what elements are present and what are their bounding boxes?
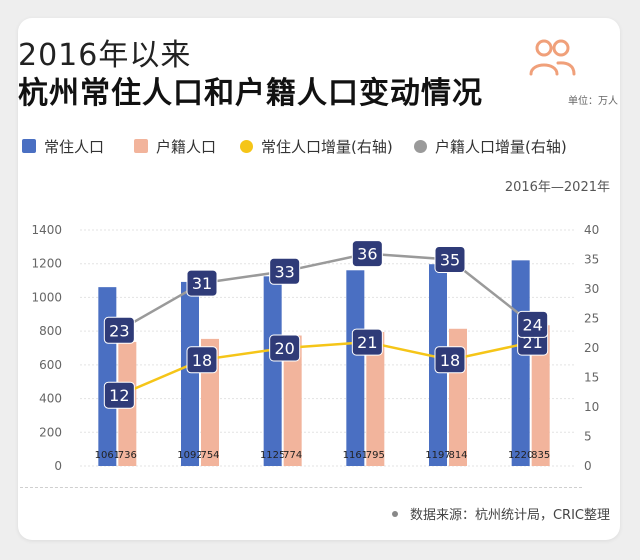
bar-value-label: 795: [366, 450, 385, 461]
legend-item-registered: 户籍人口: [134, 136, 216, 156]
bar-value-label: 835: [531, 450, 550, 461]
legend-item-registered-increment: 户籍人口增量(右轴): [414, 136, 567, 156]
line-point-marker: [186, 269, 218, 297]
line-data-label: 33: [274, 262, 294, 281]
bar-value-label: 1125: [260, 450, 285, 461]
bar-value-label: 1092: [177, 450, 202, 461]
line-data-label: 21: [357, 333, 377, 352]
bar-registered: [366, 331, 385, 466]
right-axis-tick-label: 40: [584, 223, 599, 237]
bar-resident: [181, 281, 199, 466]
line-data-label: 18: [192, 351, 212, 370]
legend-swatch-resident: [22, 139, 36, 153]
page-title: 杭州常住人口和户籍人口变动情况: [18, 76, 483, 111]
bar-value-label: 754: [200, 450, 219, 461]
right-axis-tick-label: 30: [584, 282, 599, 296]
date-range-note: 2016年—2021年: [504, 180, 610, 195]
line-point-marker: [269, 334, 301, 362]
right-axis-tick-label: 20: [584, 341, 599, 355]
left-axis-tick-label: 200: [39, 425, 62, 439]
line-data-label: 36: [357, 245, 377, 264]
right-axis-tick-label: 5: [584, 430, 592, 444]
legend-label: 常住人口: [44, 137, 105, 156]
line-point-marker: [269, 257, 301, 285]
source-text: 数据来源：杭州统计局，CRIC整理: [409, 508, 610, 523]
legend-label: 户籍人口: [156, 137, 217, 156]
bar-value-label: 736: [118, 450, 137, 461]
unit-label: 单位：万人: [568, 96, 618, 107]
left-axis-tick-label: 400: [39, 392, 62, 406]
line-data-label: 31: [192, 274, 212, 293]
line-point-marker: [434, 246, 466, 273]
bar-value-label: 1061: [95, 450, 120, 461]
divider: [20, 487, 582, 488]
right-axis-tick-label: 25: [584, 312, 599, 326]
bar-value-label: 1197: [425, 450, 450, 461]
legend-dot-registered-increment: [414, 139, 427, 153]
line-data-label: 20: [274, 339, 294, 358]
legend-label: 常住人口增量(右轴): [261, 137, 393, 156]
line-data-label: 23: [109, 321, 129, 340]
line-data-label: 18: [440, 351, 460, 370]
bar-registered: [531, 325, 550, 466]
line-data-label: 35: [440, 251, 460, 270]
title-line1: 2016年以来: [18, 38, 192, 73]
people-icon: [529, 39, 576, 76]
left-axis-tick-label: 1400: [31, 223, 62, 237]
bar-resident: [511, 260, 530, 466]
bar-value-label: 1161: [343, 450, 368, 461]
bar-value-label: 814: [448, 450, 467, 461]
line-point-marker: [517, 310, 549, 338]
line-point-marker: [103, 316, 135, 344]
left-axis-tick-label: 800: [39, 324, 62, 338]
line-point-marker: [186, 346, 218, 374]
right-axis-tick-label: 35: [584, 253, 599, 267]
line-data-label: 12: [109, 386, 129, 405]
line-point-marker: [434, 346, 466, 374]
left-axis-tick-label: 1200: [31, 257, 62, 271]
line-point-marker: [351, 240, 383, 268]
bar-registered: [283, 335, 302, 466]
bar-resident: [98, 287, 117, 466]
line-data-label: 24: [522, 315, 542, 334]
bar-value-label: 1220: [508, 450, 533, 461]
legend-item-resident-increment: 常住人口增量(右轴): [240, 136, 393, 156]
bar-resident: [346, 270, 365, 466]
line-point-marker: [351, 328, 383, 356]
right-axis-tick-label: 15: [584, 371, 599, 385]
legend-label: 户籍人口增量(右轴): [435, 137, 567, 156]
legend-item-resident: 常住人口: [22, 136, 104, 156]
left-axis-tick-label: 600: [39, 358, 62, 372]
legend-dot-resident-increment: [240, 139, 253, 153]
bullet-icon: [391, 510, 398, 517]
bar-value-label: 774: [283, 450, 302, 461]
bar-resident: [263, 276, 282, 466]
right-axis-tick-label: 0: [584, 459, 592, 473]
line-point-marker: [103, 381, 135, 409]
left-axis-tick-label: 1000: [31, 290, 62, 304]
right-axis-tick-label: 10: [584, 400, 599, 414]
left-axis-tick-label: 0: [54, 459, 62, 473]
source-note: 数据来源：杭州统计局，CRIC整理: [391, 504, 610, 523]
legend-swatch-registered: [134, 139, 148, 153]
